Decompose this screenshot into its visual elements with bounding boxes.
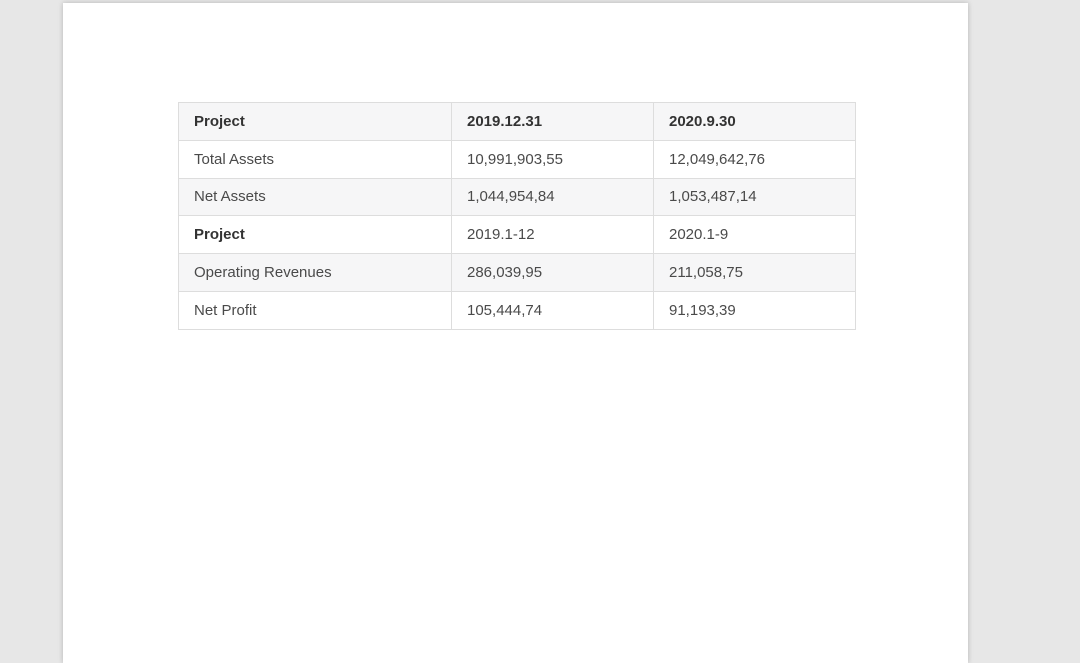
desktop-background: { "page": { "backdrop_color": "#e7e7e7",… [63, 3, 968, 663]
financial-table: Project 2019.12.31 2020.9.30 Total Asset… [178, 102, 856, 330]
value-cell: 91,193,39 [653, 290, 856, 330]
document-page: Project 2019.12.31 2020.9.30 Total Asset… [63, 3, 968, 663]
value-cell: 211,058,75 [653, 253, 856, 292]
table-row: Operating Revenues 286,039,95 211,058,75 [178, 253, 856, 292]
value-cell: 105,444,74 [451, 290, 654, 330]
value-cell: 1,044,954,84 [451, 177, 654, 217]
value-cell: 12,049,642,76 [653, 139, 856, 179]
column-header-date-2020: 2020.9.30 [653, 102, 856, 141]
value-cell: 10,991,903,55 [451, 139, 654, 179]
table-body: Total Assets 10,991,903,55 12,049,642,76 Ne… [178, 139, 856, 330]
row-label-cell: Project [178, 215, 452, 255]
column-header-project: Project [178, 102, 452, 141]
row-label-cell: Total Assets [178, 139, 452, 179]
column-header-date-2019: 2019.12.31 [451, 102, 654, 141]
value-cell: 286,039,95 [451, 253, 654, 292]
table-header-row: Project 2019.12.31 2020.9.30 [178, 102, 856, 141]
table-row: Total Assets 10,991,903,55 12,049,642,76 [178, 139, 856, 179]
table-row: Net Assets 1,044,954,84 1,053,487,14 [178, 177, 856, 217]
value-cell: 2020.1-9 [653, 215, 856, 255]
row-label-cell: Net Assets [178, 177, 452, 217]
value-cell: 2019.1-12 [451, 215, 654, 255]
table-row: Project 2019.1-12 2020.1-9 [178, 215, 856, 255]
table-header: Project 2019.12.31 2020.9.30 [178, 102, 856, 141]
row-label-cell: Operating Revenues [178, 253, 452, 292]
value-cell: 1,053,487,14 [653, 177, 856, 217]
table-row: Net Profit 105,444,74 91,193,39 [178, 290, 856, 330]
row-label-cell: Net Profit [178, 290, 452, 330]
